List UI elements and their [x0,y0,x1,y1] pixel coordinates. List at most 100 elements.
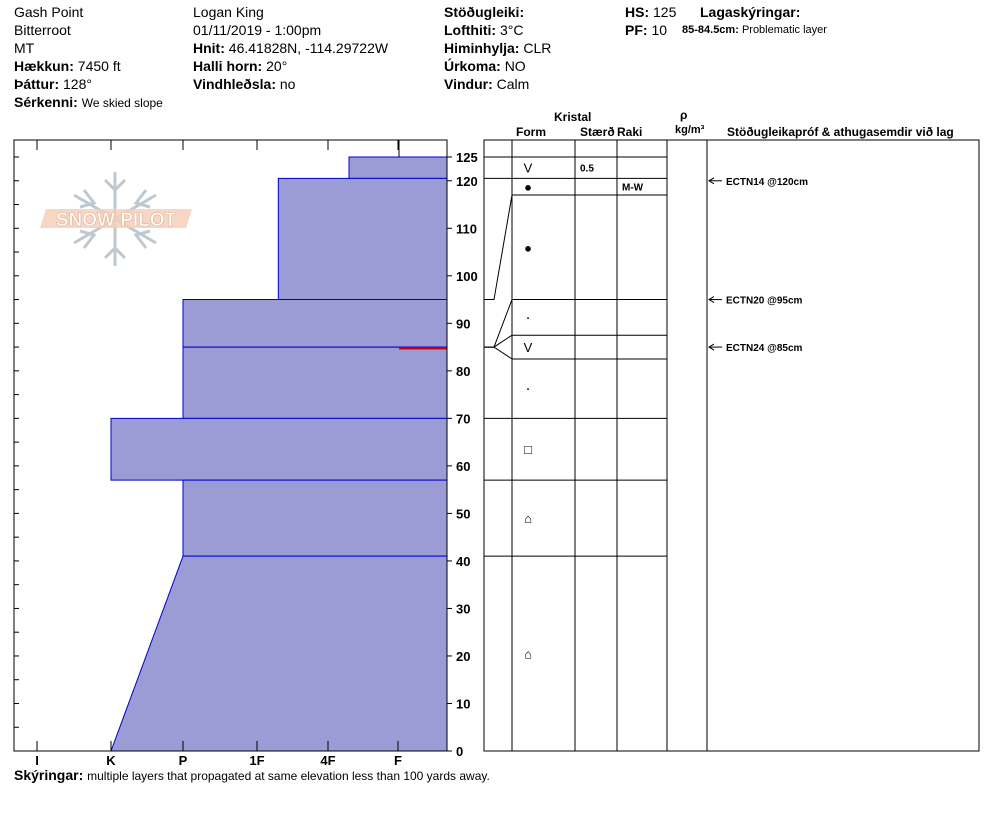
layer-connectors [484,156,513,557]
grain-form-0: V [524,161,533,176]
wind-loading-label: Vindhleðsla: [193,76,276,92]
hardness-layers [110,140,448,752]
hs-value: 125 [653,4,677,20]
hs-field: HS: 125 [625,5,676,19]
range: Bitterroot [14,22,71,38]
sky-field: Himinhylja: CLR [444,41,551,55]
specifics-field: Sérkenni: We skied slope [14,95,163,109]
pf-label: PF: [625,22,648,38]
snow-profile-chart: SNOW PILOT I K P 1F 4F F 0 10 20 30 40 50 60 70 80 90 1… [13,139,980,768]
x-tick-label-I: I [35,753,39,768]
connector-2 [484,194,513,301]
y-tick-label-110: 110 [456,221,477,236]
wind-field: Vindur: Calm [444,77,529,91]
grain-size-0: 0.5 [580,164,594,175]
tests-header: Stöðugleikapróf & athugasemdir við lag [727,125,954,139]
footer-text: multiple layers that propagated at same … [87,769,490,783]
observer: Logan King [193,4,264,20]
rho-header: ρ [680,108,688,122]
hardness-layer-3 [182,346,448,419]
slope-value: 20° [266,58,288,74]
coords-label: Hnit: [193,40,225,56]
sky-label: Himinhylja: [444,40,520,56]
problem-range: 85-84.5cm: [682,24,739,36]
air-temp-label: Lofthiti: [444,22,497,38]
footer-label: Skýringar: [14,767,84,783]
air-temp-value: 3°C [499,22,524,38]
problem-layer-mark [399,347,447,350]
test-label-2: ECTN24 @85cm [726,343,803,354]
moisture-header: Raki [617,125,643,139]
aspect-label: Þáttur: [14,76,60,92]
x-tick-label-P: P [179,753,188,768]
density-unit-header: kg/m³ [675,124,705,136]
test-label-1: ECTN20 @95cm [726,296,803,307]
stability-tests: ECTN14 @120cm ECTN20 @95cm ECTN24 @85cm [708,177,808,354]
coords-value: 46.41828N, -114.29722W [228,40,389,56]
precip-field: Úrkoma: NO [444,59,526,73]
y-tick-label-0: 0 [456,744,463,759]
grain-form-3: · [525,309,530,326]
slope-field: Halli horn: 20° [193,59,287,73]
grain-form-2: ● [524,240,532,255]
grain-form-4: V [524,340,533,355]
y-tick-label-100: 100 [456,269,478,284]
connector-3 [484,299,513,348]
size-header: Stærð [580,125,615,139]
left-tick-marks [14,156,19,752]
y-tick-label-20: 20 [456,649,470,664]
hardness-layer-5 [182,479,448,557]
layer-table-frame [483,139,980,752]
layers-label: Lagaskýringar: [700,4,801,20]
hardness-layer-4 [110,417,448,481]
hardness-layer-1 [277,177,448,301]
test-arrow-head-0 [708,177,715,185]
y-axis: 0 10 20 30 40 50 60 70 80 90 100 110 120 125 [447,150,478,759]
x-axis-ticks: I K P 1F 4F F [35,140,402,768]
grain-form-8: ⌂ [524,647,532,662]
stability-label: Stöðugleiki: [444,4,525,20]
grain-form-7: ⌂ [524,511,532,526]
y-tick-label-40: 40 [456,554,470,569]
logo-text: SNOW PILOT [56,210,177,231]
wind-value: Calm [496,76,530,92]
wind-loading-value: no [279,76,296,92]
y-tick-label-70: 70 [456,411,470,426]
sky-value: CLR [523,40,552,56]
test-arrow-head-1 [708,296,715,303]
air-temp-field: Lofthiti: 3°C [444,23,523,37]
location: Gash Point [14,4,84,20]
x-tick-label-4F: 4F [320,753,335,768]
moisture-1: M-W [622,183,644,194]
form-header: Form [516,125,546,139]
snowpilot-logo: SNOW PILOT [40,172,192,266]
state: MT [14,40,35,56]
y-tick-label-10: 10 [456,696,470,711]
coords-field: Hnit: 46.41828N, -114.29722W [193,41,388,55]
crystal-header: Kristal [554,110,592,124]
y-tick-label-80: 80 [456,364,470,379]
wind-label: Vindur: [444,76,493,92]
pf-field: PF: 10 [625,23,667,37]
test-label-0: ECTN14 @120cm [726,177,808,188]
y-tick-label-30: 30 [456,601,470,616]
precip-label: Úrkoma: [444,58,501,74]
graph-frame [13,139,448,752]
wind-loading-field: Vindhleðsla: no [193,77,295,91]
pf-value: 10 [651,22,668,38]
connector-5 [484,346,513,360]
specifics-value: We skied slope [81,96,163,110]
aspect-value: 128° [63,76,92,92]
y-tick-label-60: 60 [456,459,470,474]
elevation-field: Hækkun: 7450 ft [14,59,121,73]
x-tick-label-K: K [106,753,116,768]
y-tick-label-120: 120 [456,174,478,189]
test-arrow-head-2 [708,343,715,351]
y-tick-label-90: 90 [456,316,470,331]
specifics-label: Sérkenni: [14,94,78,110]
grain-form-5: · [525,381,530,398]
slope-label: Halli horn: [193,58,263,74]
x-tick-label-F: F [394,753,402,768]
footer-field: Skýringar: multiple layers that propagat… [14,768,490,782]
hs-label: HS: [625,4,650,20]
